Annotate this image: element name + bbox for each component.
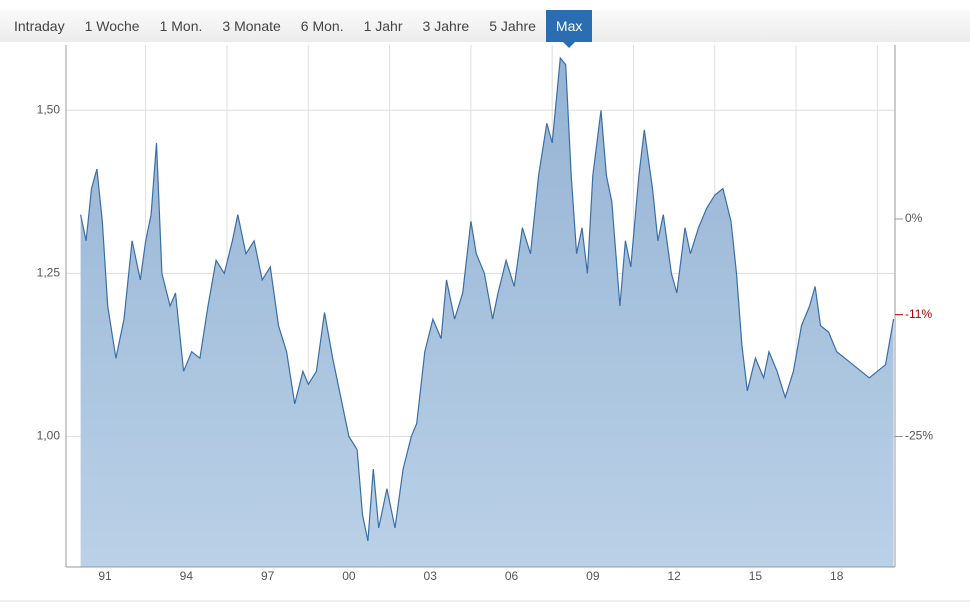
y-tick-label: 1,25 <box>37 266 61 280</box>
x-tick-label: 03 <box>424 569 438 583</box>
range-tab[interactable]: 1 Mon. <box>159 18 203 34</box>
range-tab[interactable]: 5 Jahre <box>489 18 536 34</box>
range-tab[interactable]: 6 Mon. <box>300 18 344 34</box>
range-tab[interactable]: 1 Woche <box>84 18 140 34</box>
range-tab[interactable]: 1 Jahr <box>363 18 403 34</box>
y2-tick-label: -25% <box>905 429 933 443</box>
x-tick-label: 09 <box>586 569 600 583</box>
area <box>80 58 894 567</box>
y-tick-label: 1,00 <box>37 429 61 443</box>
range-tabs: Intraday 1 Woche 1 Mon. 3 Monate 6 Mon. 1 Jah… <box>0 10 970 48</box>
range-tab[interactable]: Intraday <box>14 18 65 34</box>
current-label: -11% <box>905 307 932 321</box>
x-tick-label: 15 <box>749 569 763 583</box>
range-tab[interactable]: Max <box>545 10 593 48</box>
line <box>80 56 895 542</box>
x-tick-label: 06 <box>505 569 519 583</box>
x-tick-label: 00 <box>342 569 356 583</box>
range-tab[interactable]: 3 Monate <box>222 18 281 34</box>
x-tick-label: 91 <box>98 569 112 583</box>
x-tick-label: 94 <box>180 569 194 583</box>
x-tick-label: 97 <box>261 569 275 583</box>
x-tick-label: 12 <box>667 569 681 583</box>
y2-tick-label: 0% <box>905 211 923 225</box>
range-tab[interactable]: 3 Jahre <box>422 18 470 34</box>
x-tick-label: 18 <box>830 569 844 583</box>
y-tick-label: 1,50 <box>37 102 61 116</box>
